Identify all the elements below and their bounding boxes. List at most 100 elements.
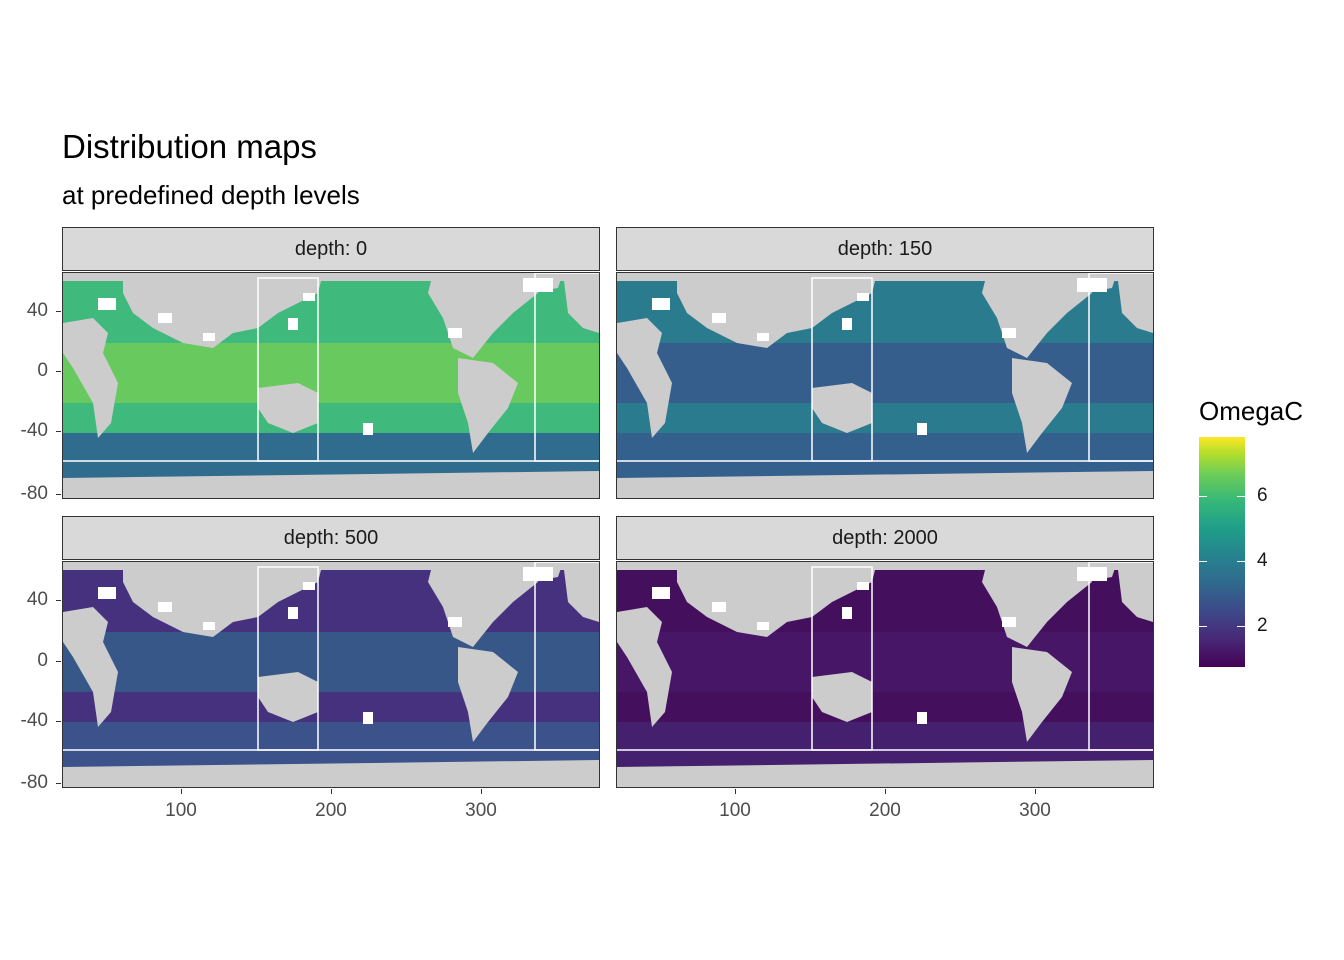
x-tick-mark	[885, 789, 886, 794]
landmass	[258, 672, 318, 722]
y-tick-label: 0	[37, 360, 48, 381]
missing-data-patch	[652, 298, 670, 310]
facet-panel-depth-500: depth: 500	[62, 516, 600, 788]
landmass	[1012, 358, 1072, 453]
missing-data-patch	[288, 318, 298, 330]
landmass	[63, 471, 599, 498]
landmass	[1117, 273, 1153, 333]
facet-strip-label: depth: 500	[62, 516, 600, 560]
x-tick-mark	[481, 789, 482, 794]
map-area	[62, 561, 600, 788]
missing-data-patch	[652, 587, 670, 599]
x-tick-label: 200	[869, 800, 901, 821]
chart-title: Distribution maps	[62, 128, 317, 165]
map-area	[616, 561, 1154, 788]
x-tick-label: 200	[315, 800, 347, 821]
x-tick-mark	[735, 789, 736, 794]
y-tick-label: -40	[20, 710, 48, 731]
missing-data-patch	[712, 313, 726, 323]
y-tick-label: -80	[20, 772, 48, 793]
missing-data-patch	[917, 712, 927, 724]
missing-data-patch	[363, 712, 373, 724]
ocean-band	[63, 343, 599, 403]
x-tick-label: 300	[1019, 800, 1051, 821]
legend-tick-mark	[1237, 496, 1245, 497]
missing-data-patch	[158, 602, 172, 612]
landmass	[617, 471, 1153, 498]
x-tick-mark	[181, 789, 182, 794]
landmass	[1117, 562, 1153, 622]
landmass	[63, 607, 118, 727]
missing-data-patch	[158, 313, 172, 323]
missing-data-patch	[712, 602, 726, 612]
facet-strip-label: depth: 2000	[616, 516, 1154, 560]
landmass	[563, 273, 599, 333]
missing-data-patch	[203, 622, 215, 630]
map-area	[62, 272, 600, 499]
landmass	[63, 318, 118, 438]
missing-data-patch	[1077, 278, 1107, 292]
missing-data-patch	[98, 587, 116, 599]
y-tick-label: 0	[37, 650, 48, 671]
legend-tick-mark	[1237, 561, 1245, 562]
x-tick-label: 100	[165, 800, 197, 821]
y-tick-label: -80	[20, 483, 48, 504]
missing-data-patch	[842, 607, 852, 619]
legend-tick-mark	[1199, 626, 1207, 627]
missing-data-patch	[363, 423, 373, 435]
legend-tick-label: 6	[1257, 485, 1268, 506]
landmass	[1012, 647, 1072, 742]
missing-data-patch	[203, 333, 215, 341]
legend-colorbar	[1199, 437, 1245, 667]
landmass	[458, 358, 518, 453]
chart-subtitle: at predefined depth levels	[62, 180, 360, 210]
y-tick-mark	[56, 494, 61, 495]
y-tick-label: 40	[26, 589, 48, 610]
facet-strip-label: depth: 150	[616, 227, 1154, 271]
landmass	[677, 562, 877, 637]
landmass	[123, 562, 323, 637]
missing-data-patch	[842, 318, 852, 330]
landmass	[258, 383, 318, 433]
landmass	[617, 318, 672, 438]
y-tick-mark	[56, 311, 61, 312]
y-tick-mark	[56, 371, 61, 372]
legend-tick-mark	[1237, 626, 1245, 627]
x-tick-label: 100	[719, 800, 751, 821]
landmass	[458, 647, 518, 742]
missing-data-patch	[448, 328, 462, 338]
facet-strip-label: depth: 0	[62, 227, 600, 271]
missing-data-patch	[917, 423, 927, 435]
missing-data-patch	[757, 622, 769, 630]
missing-data-patch	[303, 582, 315, 590]
y-tick-mark	[56, 431, 61, 432]
missing-data-patch	[303, 293, 315, 301]
y-tick-mark	[56, 783, 61, 784]
landmass	[123, 273, 323, 348]
missing-data-patch	[1002, 617, 1016, 627]
legend-tick-label: 4	[1257, 550, 1268, 571]
missing-data-patch	[857, 582, 869, 590]
ocean-map	[63, 562, 599, 787]
ocean-map	[617, 562, 1153, 787]
ocean-map	[63, 273, 599, 498]
missing-data-patch	[1077, 567, 1107, 581]
y-tick-mark	[56, 721, 61, 722]
ocean-band	[617, 632, 1153, 692]
y-tick-mark	[56, 600, 61, 601]
y-tick-mark	[56, 661, 61, 662]
landmass	[812, 672, 872, 722]
facet-panel-depth-2000: depth: 2000	[616, 516, 1154, 788]
missing-data-patch	[523, 567, 553, 581]
ocean-band	[63, 632, 599, 692]
facet-panel-depth-0: depth: 0	[62, 227, 600, 499]
legend-tick-mark	[1199, 496, 1207, 497]
x-tick-mark	[1035, 789, 1036, 794]
legend-title: OmegaC	[1199, 396, 1304, 426]
missing-data-patch	[857, 293, 869, 301]
ocean-band	[617, 343, 1153, 403]
x-tick-label: 300	[465, 800, 497, 821]
missing-data-patch	[98, 298, 116, 310]
map-area	[616, 272, 1154, 499]
facet-panel-depth-150: depth: 150	[616, 227, 1154, 499]
